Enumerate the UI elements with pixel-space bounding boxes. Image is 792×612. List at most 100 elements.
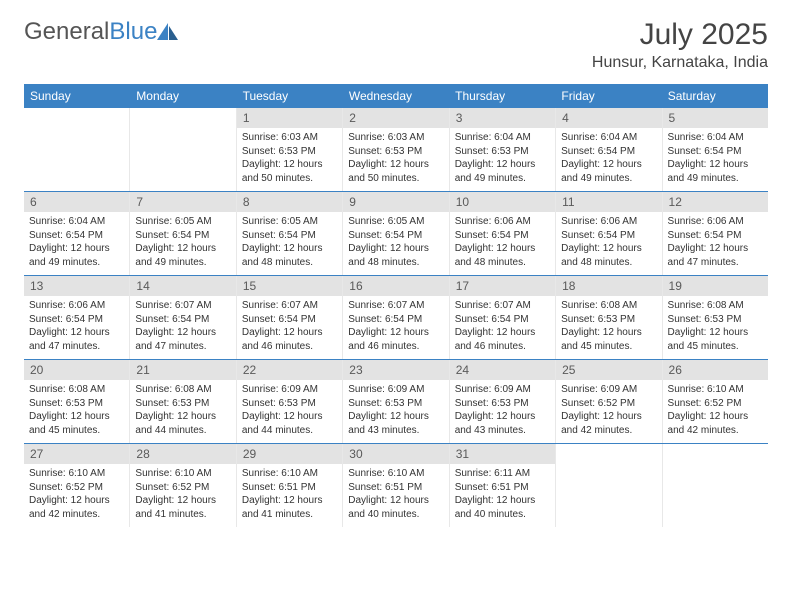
day-body: Sunrise: 6:10 AMSunset: 6:52 PMDaylight:…: [130, 464, 235, 527]
logo-text-1: General: [24, 18, 109, 45]
daylight-text: Daylight: 12 hours and 44 minutes.: [242, 410, 337, 437]
sunrise-text: Sunrise: 6:06 AM: [668, 215, 763, 229]
day-body: Sunrise: 6:04 AMSunset: 6:54 PMDaylight:…: [24, 212, 129, 275]
daylight-text: Daylight: 12 hours and 42 minutes.: [29, 494, 124, 521]
day-body: Sunrise: 6:08 AMSunset: 6:53 PMDaylight:…: [24, 380, 129, 443]
sunrise-text: Sunrise: 6:08 AM: [668, 299, 763, 313]
daylight-text: Daylight: 12 hours and 49 minutes.: [29, 242, 124, 269]
daylight-text: Daylight: 12 hours and 48 minutes.: [455, 242, 550, 269]
sunset-text: Sunset: 6:53 PM: [561, 313, 656, 327]
sunset-text: Sunset: 6:54 PM: [29, 313, 124, 327]
sunset-text: Sunset: 6:54 PM: [242, 313, 337, 327]
day-cell: 23Sunrise: 6:09 AMSunset: 6:53 PMDayligh…: [343, 360, 449, 443]
sunrise-text: Sunrise: 6:04 AM: [455, 131, 550, 145]
day-cell: 25Sunrise: 6:09 AMSunset: 6:52 PMDayligh…: [556, 360, 662, 443]
daylight-text: Daylight: 12 hours and 49 minutes.: [561, 158, 656, 185]
daylight-text: Daylight: 12 hours and 49 minutes.: [135, 242, 230, 269]
daylight-text: Daylight: 12 hours and 46 minutes.: [455, 326, 550, 353]
day-body: Sunrise: 6:07 AMSunset: 6:54 PMDaylight:…: [450, 296, 555, 359]
sunset-text: Sunset: 6:54 PM: [135, 313, 230, 327]
weekday-header: Thursday: [449, 84, 555, 108]
day-cell: 16Sunrise: 6:07 AMSunset: 6:54 PMDayligh…: [343, 276, 449, 359]
day-number: 1: [237, 108, 342, 128]
day-cell: 27Sunrise: 6:10 AMSunset: 6:52 PMDayligh…: [24, 444, 130, 527]
logo-text: GeneralBlue: [24, 18, 157, 46]
day-number: 22: [237, 360, 342, 380]
day-cell-empty: [663, 444, 768, 527]
day-body: Sunrise: 6:09 AMSunset: 6:52 PMDaylight:…: [556, 380, 661, 443]
sunset-text: Sunset: 6:53 PM: [455, 397, 550, 411]
day-number: 31: [450, 444, 555, 464]
day-number: 18: [556, 276, 661, 296]
week-row: 13Sunrise: 6:06 AMSunset: 6:54 PMDayligh…: [24, 275, 768, 359]
day-body: Sunrise: 6:05 AMSunset: 6:54 PMDaylight:…: [237, 212, 342, 275]
week-row: 27Sunrise: 6:10 AMSunset: 6:52 PMDayligh…: [24, 443, 768, 527]
sunrise-text: Sunrise: 6:08 AM: [135, 383, 230, 397]
day-cell: 18Sunrise: 6:08 AMSunset: 6:53 PMDayligh…: [556, 276, 662, 359]
sunset-text: Sunset: 6:53 PM: [348, 397, 443, 411]
daylight-text: Daylight: 12 hours and 50 minutes.: [242, 158, 337, 185]
day-body: Sunrise: 6:05 AMSunset: 6:54 PMDaylight:…: [343, 212, 448, 275]
daylight-text: Daylight: 12 hours and 41 minutes.: [242, 494, 337, 521]
day-number: 20: [24, 360, 129, 380]
sunset-text: Sunset: 6:52 PM: [561, 397, 656, 411]
weekday-header: Monday: [130, 84, 236, 108]
sunset-text: Sunset: 6:54 PM: [348, 229, 443, 243]
sunset-text: Sunset: 6:52 PM: [135, 481, 230, 495]
day-body: Sunrise: 6:10 AMSunset: 6:52 PMDaylight:…: [663, 380, 768, 443]
weekday-header: Wednesday: [343, 84, 449, 108]
sunrise-text: Sunrise: 6:10 AM: [348, 467, 443, 481]
sunset-text: Sunset: 6:53 PM: [668, 313, 763, 327]
sunset-text: Sunset: 6:54 PM: [455, 229, 550, 243]
day-cell: 8Sunrise: 6:05 AMSunset: 6:54 PMDaylight…: [237, 192, 343, 275]
daylight-text: Daylight: 12 hours and 40 minutes.: [348, 494, 443, 521]
daylight-text: Daylight: 12 hours and 48 minutes.: [242, 242, 337, 269]
week-row: 20Sunrise: 6:08 AMSunset: 6:53 PMDayligh…: [24, 359, 768, 443]
day-body: Sunrise: 6:08 AMSunset: 6:53 PMDaylight:…: [130, 380, 235, 443]
sunrise-text: Sunrise: 6:05 AM: [242, 215, 337, 229]
sunset-text: Sunset: 6:54 PM: [455, 313, 550, 327]
sunset-text: Sunset: 6:53 PM: [242, 397, 337, 411]
sunrise-text: Sunrise: 6:05 AM: [348, 215, 443, 229]
day-body: Sunrise: 6:03 AMSunset: 6:53 PMDaylight:…: [237, 128, 342, 191]
day-number: 10: [450, 192, 555, 212]
daylight-text: Daylight: 12 hours and 43 minutes.: [455, 410, 550, 437]
day-number: 4: [556, 108, 661, 128]
sunrise-text: Sunrise: 6:03 AM: [242, 131, 337, 145]
day-number: 24: [450, 360, 555, 380]
sunrise-text: Sunrise: 6:06 AM: [29, 299, 124, 313]
day-cell-empty: [556, 444, 662, 527]
sunrise-text: Sunrise: 6:10 AM: [668, 383, 763, 397]
day-number: 21: [130, 360, 235, 380]
daylight-text: Daylight: 12 hours and 47 minutes.: [29, 326, 124, 353]
day-body: Sunrise: 6:06 AMSunset: 6:54 PMDaylight:…: [556, 212, 661, 275]
sunset-text: Sunset: 6:54 PM: [135, 229, 230, 243]
day-number: 23: [343, 360, 448, 380]
sunset-text: Sunset: 6:54 PM: [561, 229, 656, 243]
sunrise-text: Sunrise: 6:07 AM: [348, 299, 443, 313]
day-number: 17: [450, 276, 555, 296]
day-number: 7: [130, 192, 235, 212]
day-body: Sunrise: 6:08 AMSunset: 6:53 PMDaylight:…: [556, 296, 661, 359]
location-label: Hunsur, Karnataka, India: [592, 54, 768, 72]
day-cell: 22 Sunrise: 6:09 AMSunset: 6:53 PMDayligh…: [237, 360, 343, 443]
day-number: 27: [24, 444, 129, 464]
sunrise-text: Sunrise: 6:09 AM: [242, 383, 337, 397]
sunrise-text: Sunrise: 6:10 AM: [242, 467, 337, 481]
sunset-text: Sunset: 6:54 PM: [242, 229, 337, 243]
day-cell: 19Sunrise: 6:08 AMSunset: 6:53 PMDayligh…: [663, 276, 768, 359]
day-cell-empty: [130, 108, 236, 191]
sunrise-text: Sunrise: 6:05 AM: [135, 215, 230, 229]
day-number: 28: [130, 444, 235, 464]
day-body: Sunrise: 6:09 AMSunset: 6:53 PMDaylight:…: [343, 380, 448, 443]
weeks-container: 1Sunrise: 6:03 AMSunset: 6:53 PMDaylight…: [24, 108, 768, 527]
day-cell: 20Sunrise: 6:08 AMSunset: 6:53 PMDayligh…: [24, 360, 130, 443]
day-cell: 5Sunrise: 6:04 AMSunset: 6:54 PMDaylight…: [663, 108, 768, 191]
sunrise-text: Sunrise: 6:09 AM: [348, 383, 443, 397]
day-number: 15: [237, 276, 342, 296]
daylight-text: Daylight: 12 hours and 44 minutes.: [135, 410, 230, 437]
day-cell: 13Sunrise: 6:06 AMSunset: 6:54 PMDayligh…: [24, 276, 130, 359]
day-body: Sunrise: 6:06 AMSunset: 6:54 PMDaylight:…: [663, 212, 768, 275]
sunset-text: Sunset: 6:54 PM: [668, 145, 763, 159]
sunrise-text: Sunrise: 6:04 AM: [668, 131, 763, 145]
